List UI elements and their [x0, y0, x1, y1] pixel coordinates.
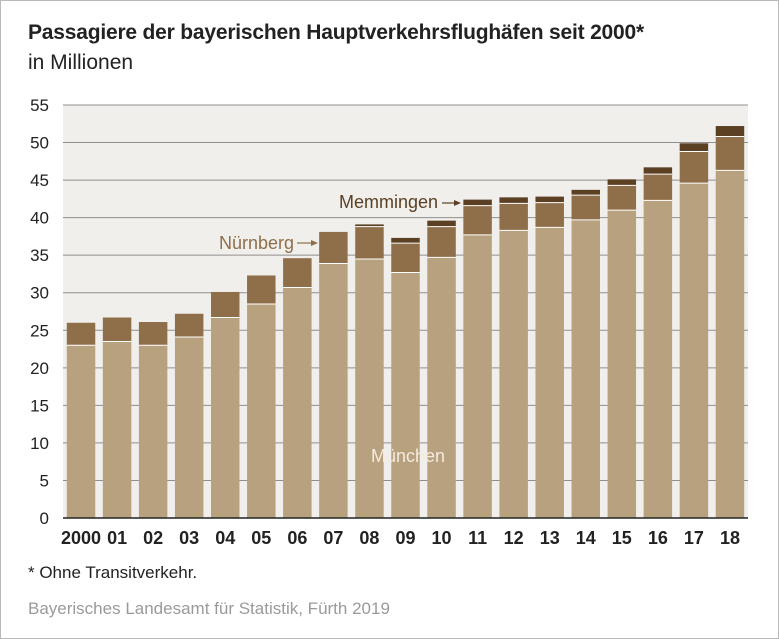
bar-memmingen-09: [391, 237, 420, 244]
bar-muenchen-04: [211, 317, 240, 518]
bar-memmingen-13: [535, 196, 564, 203]
x-tick-label: 11: [468, 528, 487, 548]
bar-muenchen-02: [138, 345, 168, 518]
bar-muenchen-07: [319, 263, 348, 518]
bar-nuernberg-06: [283, 258, 312, 288]
x-tick-label: 08: [359, 528, 379, 548]
bar-muenchen-01: [102, 341, 132, 518]
bar-nuernberg-12: [499, 203, 528, 231]
label-memmingen: Memmingen: [339, 192, 438, 212]
y-tick-label: 30: [30, 284, 49, 303]
x-tick-label: 18: [720, 528, 740, 548]
bar-muenchen-08: [355, 258, 384, 518]
x-tick-label: 15: [612, 528, 632, 548]
bar-muenchen-13: [535, 227, 564, 518]
bar-muenchen-17: [679, 183, 709, 518]
bar-nuernberg-11: [463, 205, 492, 235]
x-tick-label: 03: [179, 528, 199, 548]
bar-nuernberg-14: [571, 195, 600, 220]
bar-nuernberg-08: [355, 226, 384, 259]
x-tick-label: 16: [648, 528, 668, 548]
arrow-nuernberg-head: [311, 240, 318, 246]
bar-muenchen-14: [571, 219, 600, 518]
bar-nuernberg-04: [211, 291, 240, 318]
bar-muenchen-2000: [66, 345, 96, 518]
x-tick-label: 02: [143, 528, 163, 548]
x-tick-label: 12: [504, 528, 524, 548]
arrow-memmingen-head: [454, 200, 461, 206]
bar-muenchen-15: [607, 210, 637, 518]
x-tick-label: 07: [323, 528, 343, 548]
x-tick-label: 14: [576, 528, 596, 548]
bar-nuernberg-16: [643, 174, 673, 201]
bar-memmingen-15: [607, 179, 637, 186]
bar-nuernberg-03: [174, 313, 204, 338]
bar-nuernberg-05: [247, 275, 276, 304]
bar-nuernberg-18: [715, 136, 745, 171]
x-tick-label: 05: [251, 528, 271, 548]
bar-nuernberg-17: [679, 151, 709, 184]
bar-muenchen-09: [391, 272, 420, 518]
y-tick-label: 45: [30, 171, 49, 190]
y-tick-label: 10: [30, 434, 49, 453]
x-tick-label: 2000: [61, 528, 101, 548]
y-tick-label: 40: [30, 209, 49, 228]
bar-muenchen-11: [463, 234, 492, 518]
y-tick-label: 5: [40, 471, 49, 490]
y-tick-label: 20: [30, 359, 49, 378]
bar-nuernberg-01: [102, 317, 132, 342]
chart-subtitle: in Millionen: [28, 51, 134, 74]
bar-nuernberg-15: [607, 185, 637, 211]
chart-title: Passagiere der bayerischen Hauptverkehrs…: [28, 21, 644, 44]
bar-muenchen-18: [715, 170, 745, 518]
x-axis-ticks: 2000 01 02 03 04 05 06 07 08 09 10 11 12 13 14 15 16 17 18: [61, 528, 740, 548]
bar-nuernberg-07: [319, 231, 348, 264]
x-tick-label: 04: [215, 528, 235, 548]
series-annotations: Memmingen Nürnberg München: [219, 192, 461, 466]
bar-memmingen-12: [499, 197, 528, 204]
bars: [66, 126, 745, 518]
y-tick-label: 15: [30, 396, 49, 415]
label-muenchen: München: [371, 446, 445, 466]
bar-nuernberg-09: [391, 243, 420, 273]
source-note: Bayerisches Landesamt für Statistik, Für…: [28, 599, 390, 618]
x-tick-label: 17: [684, 528, 704, 548]
x-tick-label: 13: [540, 528, 560, 548]
bar-memmingen-14: [571, 189, 600, 196]
bar-nuernberg-13: [535, 202, 564, 228]
x-tick-label: 06: [287, 528, 307, 548]
y-tick-label: 55: [30, 96, 49, 115]
bar-muenchen-12: [499, 230, 528, 518]
bar-muenchen-05: [247, 303, 276, 518]
bar-memmingen-11: [463, 199, 492, 206]
y-tick-label: 35: [30, 246, 49, 265]
bar-memmingen-10: [427, 220, 456, 227]
footnote: * Ohne Transitverkehr.: [28, 563, 198, 582]
y-axis-ticks: 0 5 10 15 20 25 30 35 40 45 50 55: [30, 96, 49, 528]
bar-nuernberg-10: [427, 226, 456, 258]
y-tick-label: 25: [30, 321, 49, 340]
bar-muenchen-03: [174, 337, 204, 518]
bar-muenchen-16: [643, 200, 673, 518]
x-tick-label: 09: [395, 528, 415, 548]
x-tick-label: 10: [432, 528, 452, 548]
bar-memmingen-08: [355, 224, 384, 227]
label-nuernberg: Nürnberg: [219, 233, 294, 253]
bar-muenchen-10: [427, 257, 456, 518]
y-tick-label: 0: [40, 509, 49, 528]
bar-memmingen-18: [715, 126, 745, 137]
bar-muenchen-06: [283, 287, 312, 518]
bar-memmingen-16: [643, 167, 673, 175]
x-tick-label: 01: [107, 528, 127, 548]
bar-nuernberg-2000: [66, 322, 96, 346]
bar-memmingen-17: [679, 143, 709, 152]
bar-nuernberg-02: [138, 322, 168, 346]
y-tick-label: 50: [30, 134, 49, 153]
